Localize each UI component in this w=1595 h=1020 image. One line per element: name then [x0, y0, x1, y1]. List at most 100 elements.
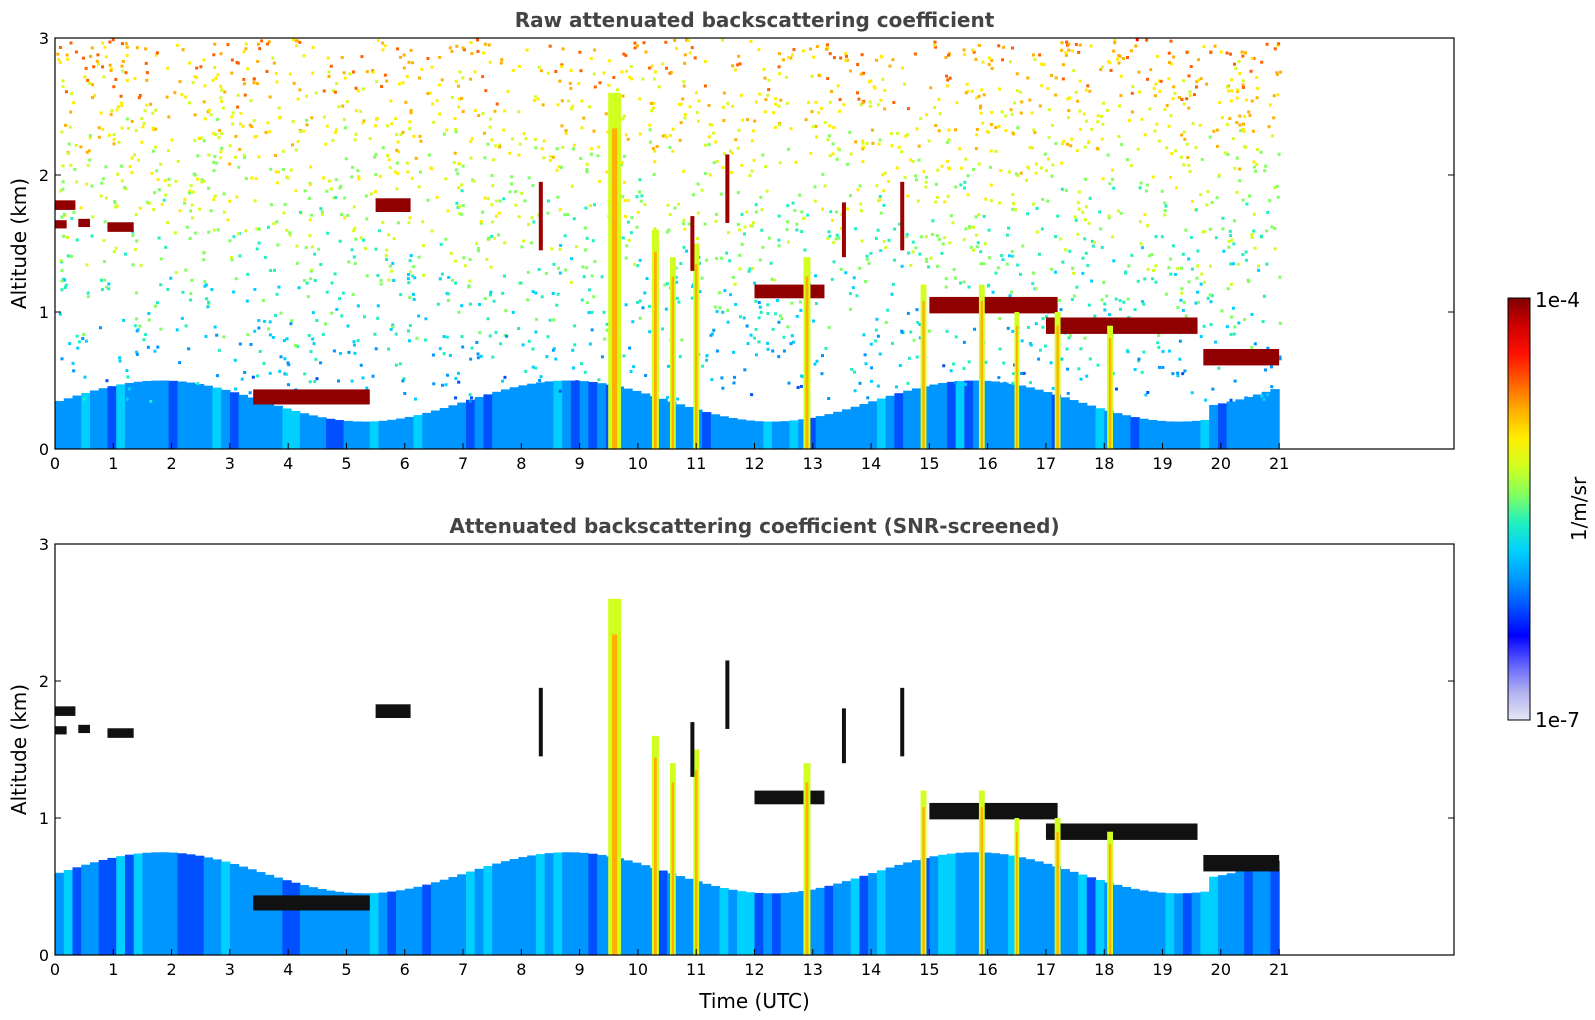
heatmap-cell: [1171, 372, 1175, 376]
heatmap-cell: [702, 883, 712, 955]
heatmap-cell: [126, 375, 130, 379]
heatmap-cell: [815, 416, 826, 449]
heatmap-cell: [622, 114, 626, 118]
heatmap-cell: [535, 382, 546, 449]
heatmap-cell: [1031, 282, 1035, 286]
heatmap-cell: [231, 122, 235, 126]
heatmap-cell: [1133, 308, 1137, 312]
heatmap-cell: [312, 342, 316, 346]
heatmap-cell: [124, 42, 128, 46]
heatmap-cell: [846, 162, 850, 166]
heatmap-cell: [1229, 52, 1233, 56]
heatmap-cell: [325, 290, 329, 294]
heatmap-cell: [337, 379, 341, 383]
heatmap-cell: [577, 82, 581, 86]
heatmap-cell: [310, 245, 314, 249]
heatmap-cell: [1278, 321, 1282, 325]
heatmap-cell: [213, 65, 217, 69]
x-tick-label: 6: [400, 960, 410, 979]
heatmap-cell: [149, 399, 153, 403]
heatmap-cell: [329, 187, 333, 191]
heatmap-cell: [678, 355, 682, 359]
heatmap-cell: [243, 93, 247, 97]
heatmap-cell: [379, 278, 383, 282]
heatmap-cell: [299, 210, 303, 214]
heatmap-cell: [369, 192, 373, 196]
heatmap-cell: [1266, 393, 1270, 397]
heatmap-cell: [373, 332, 377, 336]
heatmap-cell: [527, 383, 537, 449]
heatmap-cell: [626, 198, 630, 202]
heatmap-cell: [319, 361, 323, 365]
heatmap-cell: [1126, 297, 1130, 301]
heatmap-cell: [1248, 194, 1252, 198]
heatmap-cell: [1100, 114, 1104, 118]
heatmap-cell: [430, 410, 441, 449]
heatmap-cell: [1019, 111, 1023, 115]
heatmap-cell: [755, 100, 759, 104]
heatmap-cell: [861, 147, 865, 151]
heatmap-cell: [390, 122, 394, 126]
heatmap-cell: [973, 852, 983, 955]
heatmap-cell: [1244, 145, 1248, 149]
heatmap-cell: [1250, 57, 1254, 61]
cloud-layer: [107, 222, 134, 232]
heatmap-cell: [1141, 300, 1145, 304]
heatmap-cell: [665, 282, 669, 286]
heatmap-cell: [354, 109, 358, 113]
heatmap-cell: [785, 220, 789, 224]
cloud-layer: [375, 704, 411, 718]
heatmap-cell: [1147, 419, 1158, 449]
heatmap-cell: [342, 118, 346, 122]
heatmap-cell: [682, 84, 686, 88]
heatmap-cell: [1241, 54, 1245, 58]
heatmap-cell: [890, 341, 894, 345]
heatmap-cell: [934, 45, 938, 49]
heatmap-cell: [63, 398, 74, 449]
heatmap-cell: [715, 256, 719, 260]
heatmap-cell: [1121, 886, 1132, 955]
heatmap-cell: [95, 59, 99, 63]
heatmap-cell: [1145, 183, 1149, 187]
panel-screened-x-label: Time (UTC): [698, 989, 810, 1013]
heatmap-cell: [932, 43, 936, 47]
heatmap-cell: [408, 259, 412, 263]
heatmap-cell: [394, 170, 398, 174]
heatmap-cell: [793, 208, 797, 212]
heatmap-cell: [663, 134, 667, 138]
heatmap-cell: [492, 391, 502, 449]
heatmap-cell: [69, 41, 73, 45]
heatmap-cell: [305, 94, 309, 98]
heatmap-cell: [1235, 190, 1239, 194]
heatmap-cell: [1169, 175, 1173, 179]
x-tick-label: 6: [400, 454, 410, 473]
heatmap-cell: [664, 40, 668, 44]
heatmap-cell: [876, 199, 880, 203]
heatmap-cell: [497, 233, 501, 237]
heatmap-cell: [1264, 368, 1268, 372]
heatmap-cell: [526, 298, 530, 302]
heatmap-cell: [1203, 229, 1207, 233]
heatmap-cell: [1173, 91, 1177, 95]
heatmap-cell: [748, 267, 752, 271]
heatmap-cell: [777, 214, 781, 218]
heatmap-cell: [360, 55, 364, 59]
heatmap-cell: [636, 300, 640, 304]
heatmap-cell: [588, 853, 598, 955]
heatmap-cell: [780, 892, 791, 955]
heatmap-cell: [202, 139, 206, 143]
heatmap-cell: [114, 246, 118, 250]
heatmap-cell: [1252, 394, 1263, 449]
heatmap-cell: [882, 203, 886, 207]
heatmap-cell: [457, 162, 461, 166]
heatmap-cell: [308, 218, 312, 222]
heatmap-cell: [191, 190, 195, 194]
heatmap-cell: [695, 237, 699, 241]
heatmap-cell: [974, 215, 978, 219]
heatmap-cell: [435, 99, 439, 103]
heatmap-cell: [181, 290, 185, 294]
heatmap-cell: [391, 261, 395, 265]
heatmap-cell: [1178, 339, 1182, 343]
heatmap-cell: [121, 60, 125, 64]
heatmap-cell: [778, 52, 782, 56]
